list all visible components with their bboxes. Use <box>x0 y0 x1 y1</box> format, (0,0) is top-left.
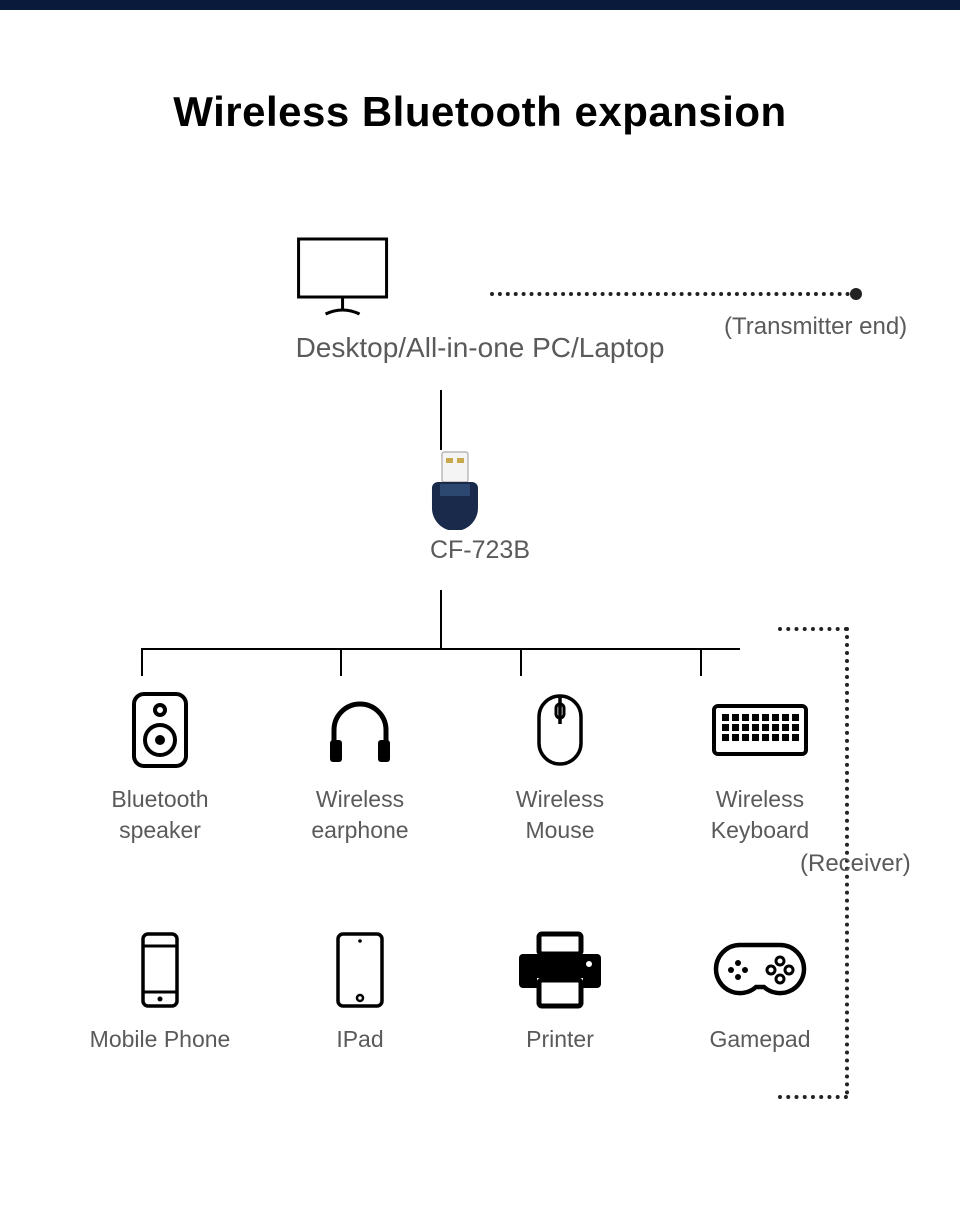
transmitter-dotted-line <box>490 292 850 296</box>
connector-dongle-to-branch <box>440 590 442 648</box>
device-ipad: IPad <box>260 930 460 1055</box>
dongle-node: CF-723B <box>430 450 530 565</box>
device-mobile-phone: Mobile Phone <box>60 930 260 1055</box>
phone-icon <box>135 930 185 1010</box>
receiver-annotation: (Receiver) <box>800 850 911 878</box>
device-label: Gamepad <box>709 1024 810 1055</box>
device-gamepad: Gamepad <box>660 930 860 1055</box>
transmitter-dot-end <box>850 288 862 300</box>
branch-horizontal <box>141 648 740 650</box>
branch-drop-2 <box>340 648 342 676</box>
device-wireless-keyboard: Wireless Keyboard <box>660 690 860 846</box>
connector-pc-to-dongle <box>440 390 442 450</box>
device-label: Wireless earphone <box>311 784 408 846</box>
device-printer: Printer <box>460 930 660 1055</box>
tablet-icon <box>332 930 388 1010</box>
speaker-icon <box>128 690 192 770</box>
dongle-label: CF-723B <box>430 536 530 565</box>
device-bluetooth-speaker: Bluetooth speaker <box>60 690 260 846</box>
device-wireless-earphone: Wireless earphone <box>260 690 460 846</box>
receiver-bracket-bot <box>778 1095 848 1099</box>
transmitter-annotation: (Transmitter end) <box>724 313 907 341</box>
device-wireless-mouse: Wireless Mouse <box>460 690 660 846</box>
gamepad-icon <box>710 930 810 1010</box>
device-label: Printer <box>526 1024 594 1055</box>
pc-label: Desktop/All-in-one PC/Laptop <box>296 332 665 364</box>
device-label: IPad <box>336 1024 383 1055</box>
device-label: Wireless Keyboard <box>711 784 809 846</box>
branch-drop-4 <box>700 648 702 676</box>
usb-dongle-icon <box>430 450 530 530</box>
branch-drop-3 <box>520 648 522 676</box>
device-label: Wireless Mouse <box>516 784 604 846</box>
device-label: Bluetooth speaker <box>111 784 208 846</box>
device-row-2: Mobile Phone IPad Printer <box>60 930 860 1055</box>
headphone-icon <box>320 690 400 770</box>
receiver-bracket-top <box>778 627 848 631</box>
mouse-icon <box>533 690 587 770</box>
branch-drop-1 <box>141 648 143 676</box>
device-row-1: Bluetooth speaker Wireless earphone Wire <box>60 690 860 846</box>
device-label: Mobile Phone <box>90 1024 231 1055</box>
monitor-icon <box>296 236 665 322</box>
page-title: Wireless Bluetooth expansion <box>0 88 960 136</box>
printer-icon <box>517 930 603 1010</box>
transmitter-node: Desktop/All-in-one PC/Laptop <box>296 236 665 364</box>
keyboard-icon <box>710 690 810 770</box>
